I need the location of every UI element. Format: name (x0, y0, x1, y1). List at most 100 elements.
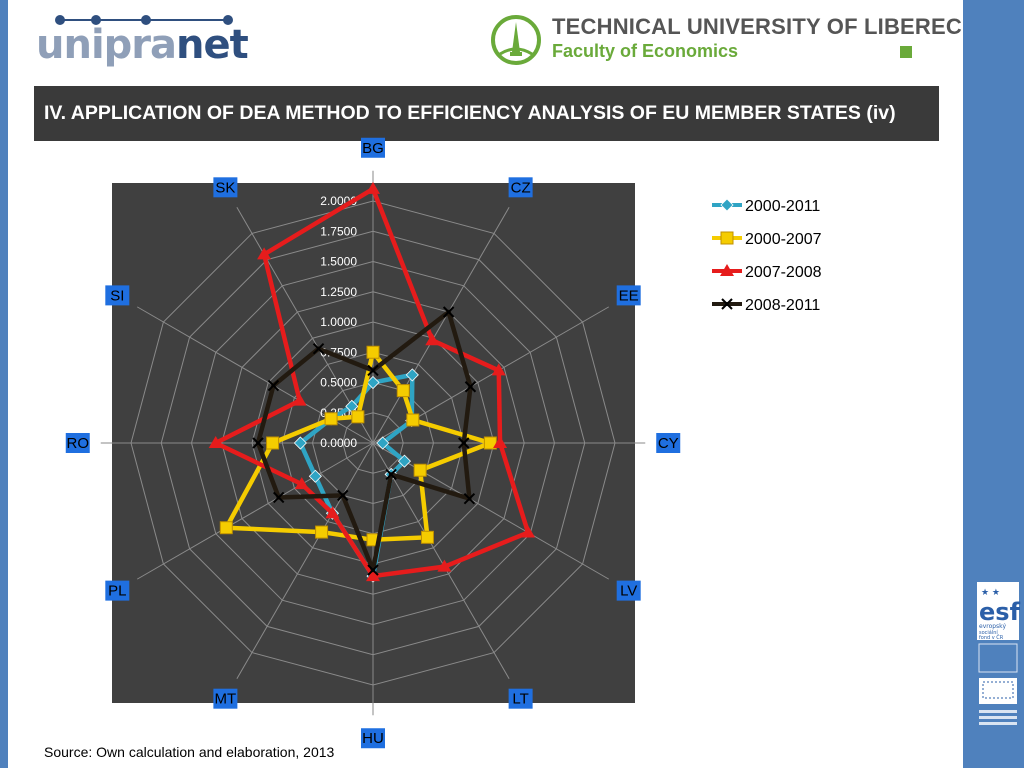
data-point (366, 345, 380, 359)
data-point (397, 454, 412, 468)
category-label: SI (105, 285, 130, 306)
grid-spoke (236, 442, 374, 680)
data-point (425, 333, 440, 346)
data-point (367, 564, 379, 576)
category-label: HU (361, 728, 385, 749)
data-point (406, 413, 420, 427)
eu-flag-icon (979, 678, 1017, 704)
data-point (366, 569, 380, 582)
university-emblem-icon (491, 15, 541, 65)
green-square-icon (900, 46, 912, 58)
category-label: RO (65, 433, 90, 453)
category-label: PL (105, 580, 130, 601)
data-point (308, 469, 322, 483)
data-point (437, 559, 452, 572)
data-point (721, 298, 733, 310)
data-point (337, 489, 349, 502)
svg-text:LV: LV (620, 583, 637, 600)
category-label: EE (616, 285, 641, 306)
data-point (720, 264, 734, 276)
category-label: MT (213, 688, 238, 709)
data-point (720, 198, 734, 212)
svg-text:SI: SI (110, 287, 124, 304)
data-point (324, 412, 338, 426)
data-point (385, 468, 397, 481)
data-point (367, 364, 379, 377)
data-point (293, 436, 307, 450)
data-point (312, 342, 325, 355)
data-point (272, 491, 285, 504)
svg-text:HU: HU (362, 730, 384, 747)
data-point (463, 492, 476, 505)
legend-item: 2008-2011 (712, 297, 820, 314)
data-point (366, 181, 380, 194)
data-point (252, 437, 264, 449)
faculty-name: Faculty of Economics (552, 41, 739, 61)
category-label: LV (616, 580, 641, 601)
svg-text:★ ★: ★ ★ (981, 588, 1000, 598)
data-point (413, 463, 427, 477)
university-name: TECHNICAL UNIVERSITY OF LIBEREC (552, 14, 962, 39)
category-label: LT (508, 688, 533, 709)
radial-tick-label: 0.7500 (320, 345, 357, 359)
legend-item: 2000-2007 (712, 231, 822, 248)
svg-text:2000-2011: 2000-2011 (745, 198, 820, 215)
radial-tick-label: 0.5000 (320, 376, 357, 390)
data-point (493, 436, 508, 448)
data-point (325, 506, 340, 519)
data-point (491, 363, 506, 376)
esf-brand: esf (979, 598, 1021, 626)
svg-text:MT: MT (215, 691, 237, 708)
esf-line3: fond v ČR (979, 634, 1004, 641)
data-point (396, 384, 410, 398)
data-point (257, 247, 272, 260)
data-point (266, 436, 280, 450)
data-point (720, 231, 734, 245)
svg-text:LT: LT (512, 691, 528, 708)
data-point (405, 368, 419, 382)
radial-tick-label: 1.7500 (320, 224, 357, 238)
data-point (292, 393, 307, 406)
title-bar: IV. APPLICATION OF DEA METHOD TO EFFICIE… (34, 86, 939, 141)
data-point (521, 525, 536, 538)
data-point (219, 521, 233, 535)
svg-text:2000-2007: 2000-2007 (745, 231, 822, 248)
legend-item: 2007-2008 (712, 264, 822, 281)
data-point (267, 379, 280, 392)
svg-text:SK: SK (215, 179, 235, 196)
unipranet-logo: unipranet (36, 8, 256, 70)
legend-item: 2000-2011 (712, 198, 820, 215)
radial-tick-label: 1.5000 (320, 255, 357, 269)
category-label: BG (361, 137, 385, 158)
source-note: Source: Own calculation and elaboration,… (44, 744, 335, 760)
data-point (420, 530, 434, 544)
svg-text:PL: PL (108, 583, 126, 600)
left-accent-strip (0, 0, 8, 768)
category-label: CY (656, 433, 681, 453)
data-point (458, 437, 470, 449)
svg-text:CY: CY (658, 435, 679, 452)
data-point (294, 477, 309, 490)
grid-spoke (372, 442, 610, 580)
grid-spoke (372, 206, 510, 444)
data-point (208, 436, 223, 448)
grid-spoke (372, 442, 510, 680)
category-label: CZ (508, 177, 533, 198)
data-point (376, 436, 390, 450)
grid-spoke (136, 442, 374, 580)
category-label: SK (213, 177, 238, 198)
data-point (315, 525, 329, 539)
radial-tick-label: 1.2500 (320, 285, 357, 299)
svg-text:2007-2008: 2007-2008 (745, 264, 822, 281)
svg-text:RO: RO (67, 435, 90, 452)
data-point (366, 375, 380, 390)
logo-wordmark: unipranet (36, 22, 249, 68)
esf-logo: ★ ★ esf evropský sociální fond v ČR (977, 582, 1021, 725)
data-point (464, 381, 477, 393)
svg-text:2008-2011: 2008-2011 (745, 297, 820, 314)
data-point (442, 306, 455, 318)
data-point (351, 410, 365, 424)
logo-chain-icon (55, 15, 233, 25)
esf-line1: evropský (979, 623, 1006, 630)
